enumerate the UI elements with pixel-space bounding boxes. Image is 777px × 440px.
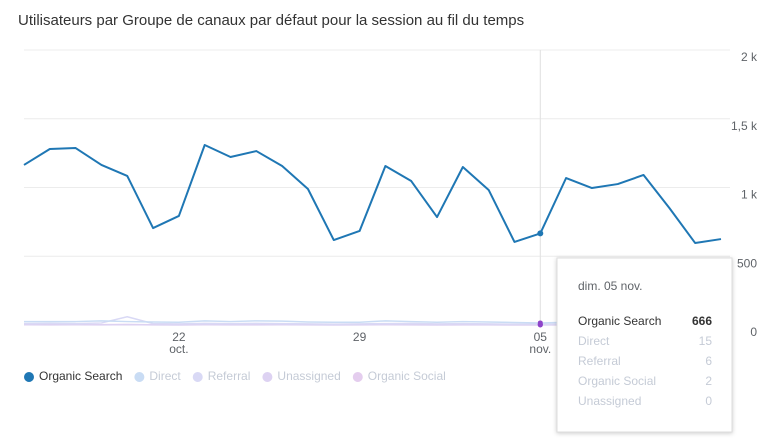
legend-label: Direct [149,369,181,383]
legend-label: Referral [208,369,251,383]
tooltip-series: Organic Social [578,374,656,388]
hover-point [537,320,543,326]
x-tick-label: 05 [534,330,548,344]
y-tick-label: 1,5 k [731,119,758,133]
legend-swatch [192,372,203,382]
x-tick-sublabel: nov. [529,342,551,356]
chart-title: Utilisateurs par Groupe de canaux par dé… [18,12,524,29]
tooltip-value: 15 [699,334,713,348]
tooltip-title: dim. 05 nov. [578,279,642,293]
x-tick-label: 22 [172,330,186,344]
legend-label: Organic Social [368,369,446,383]
legend-swatch [262,372,273,382]
tooltip-series: Direct [578,334,610,348]
x-tick-sublabel: oct. [169,342,188,356]
tooltip-series: Unassigned [578,394,641,408]
tooltip: dim. 05 nov. Organic Search 666 Direct 15 Ref… [556,257,733,433]
tooltip-value: 2 [705,374,712,388]
tooltip-series: Organic Search [578,314,661,328]
legend-label: Organic Search [39,369,122,383]
tooltip-box [556,257,733,433]
y-tick-label: 1 k [741,188,758,202]
tooltip-value: 666 [692,314,712,328]
legend-swatch [24,372,34,382]
tooltip-series: Referral [578,354,621,368]
hover-point [537,230,544,237]
y-tick-label: 500 [737,256,757,270]
legend-label: Unassigned [277,369,340,383]
series-line [23,144,722,245]
legend-swatch [352,372,363,382]
legend-swatch [134,372,145,382]
tooltip-value: 0 [705,394,712,408]
y-tick-label: 2 k [741,50,758,64]
y-tick-label: 0 [750,325,757,339]
x-tick-label: 29 [353,330,367,344]
tooltip-value: 6 [705,354,712,368]
